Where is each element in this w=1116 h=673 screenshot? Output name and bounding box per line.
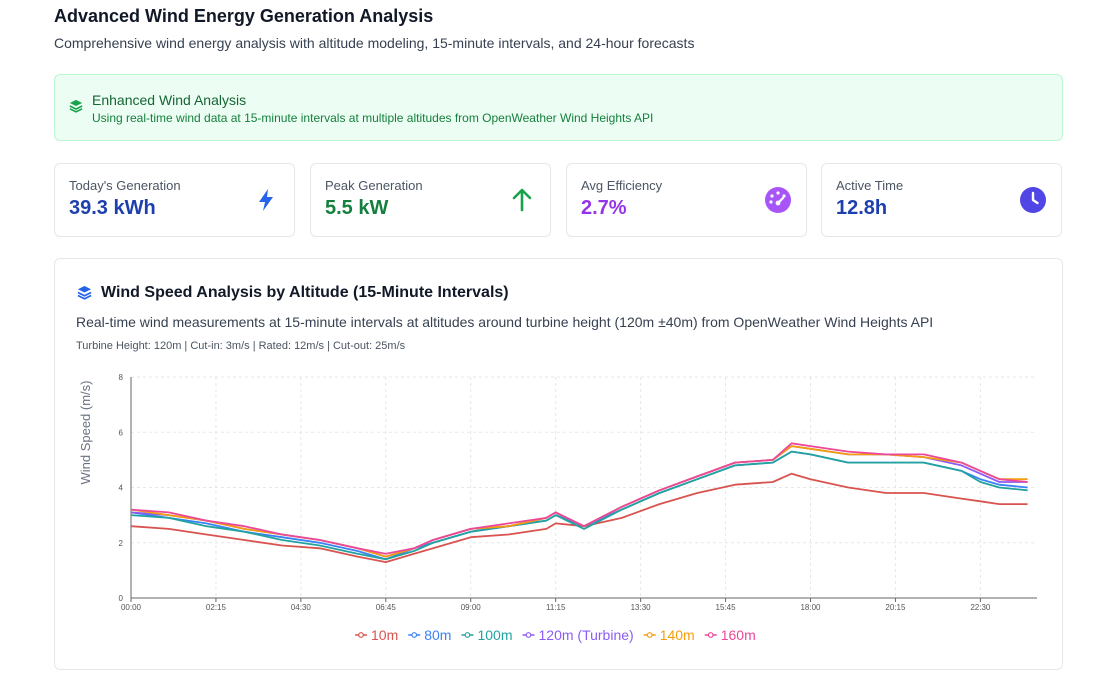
chart-card: Wind Speed Analysis by Altitude (15-Minu… (54, 258, 1063, 670)
legend-label: 100m (477, 627, 512, 643)
x-tick-label: 15:45 (716, 603, 737, 612)
stat-card-todays-generation: Today's Generation 39.3 kWh (54, 163, 295, 237)
stat-value: 2.7% (581, 197, 627, 219)
legend-label: 120m (Turbine) (539, 627, 634, 643)
y-tick-label: 4 (119, 484, 124, 493)
x-tick-label: 04:30 (291, 603, 312, 612)
y-tick-label: 2 (119, 539, 124, 548)
layers-icon (69, 99, 83, 113)
stat-value: 5.5 kW (325, 197, 389, 219)
stat-value: 12.8h (836, 197, 888, 219)
legend-marker (646, 632, 653, 638)
stat-card-avg-efficiency: Avg Efficiency 2.7% (566, 163, 807, 237)
stat-label: Today's Generation (69, 178, 181, 193)
legend-label: 140m (660, 627, 695, 643)
x-tick-label: 06:45 (376, 603, 397, 612)
x-tick-label: 02:15 (206, 603, 227, 612)
gauge-icon (765, 187, 791, 213)
legend-marker (707, 632, 714, 638)
legend-marker (525, 632, 532, 638)
stat-card-peak-generation: Peak Generation 5.5 kW (310, 163, 551, 237)
x-tick-label: 13:30 (631, 603, 652, 612)
chart-title: Wind Speed Analysis by Altitude (15-Minu… (101, 284, 509, 301)
x-tick-label: 22:30 (970, 603, 991, 612)
arrow-up-icon (512, 188, 532, 212)
legend-marker (358, 632, 364, 638)
chart-meta: Turbine Height: 120m | Cut-in: 3m/s | Ra… (76, 340, 406, 352)
chart-description: Real-time wind measurements at 15-minute… (76, 314, 934, 330)
y-axis-title: Wind Speed (m/s) (78, 380, 93, 484)
clock-icon (1020, 187, 1046, 213)
x-tick-label: 09:00 (461, 603, 482, 612)
series-line-100m (130, 450, 1028, 561)
x-tick-label: 18:00 (800, 603, 821, 612)
series-line-10m (130, 472, 1028, 563)
info-banner: Enhanced Wind Analysis Using real-time w… (54, 74, 1063, 141)
stat-label: Peak Generation (325, 178, 423, 193)
stat-card-active-time: Active Time 12.8h (821, 163, 1062, 237)
x-tick-label: 20:15 (885, 603, 906, 612)
legend-marker (411, 632, 418, 638)
legend-marker (464, 632, 471, 638)
x-tick-label: 00:00 (121, 603, 142, 612)
page-title: Advanced Wind Energy Generation Analysis (54, 6, 434, 26)
y-tick-label: 6 (119, 428, 124, 437)
y-tick-label: 8 (119, 373, 124, 382)
stat-label: Active Time (836, 178, 904, 193)
legend-label: 160m (721, 627, 756, 643)
banner-title: Enhanced Wind Analysis (92, 92, 247, 108)
layers-icon (77, 285, 92, 300)
legend-label: 80m (424, 627, 451, 643)
x-tick-label: 11:15 (546, 603, 566, 612)
stat-label: Avg Efficiency (581, 178, 663, 193)
series-line-160m (130, 442, 1028, 555)
stat-value: 39.3 kWh (69, 197, 156, 219)
page-subtitle: Comprehensive wind energy analysis with … (54, 35, 695, 51)
legend-label: 10m (371, 627, 398, 643)
bolt-icon (259, 189, 273, 211)
banner-text: Using real-time wind data at 15-minute i… (92, 111, 654, 125)
y-tick-label: 0 (119, 594, 124, 603)
